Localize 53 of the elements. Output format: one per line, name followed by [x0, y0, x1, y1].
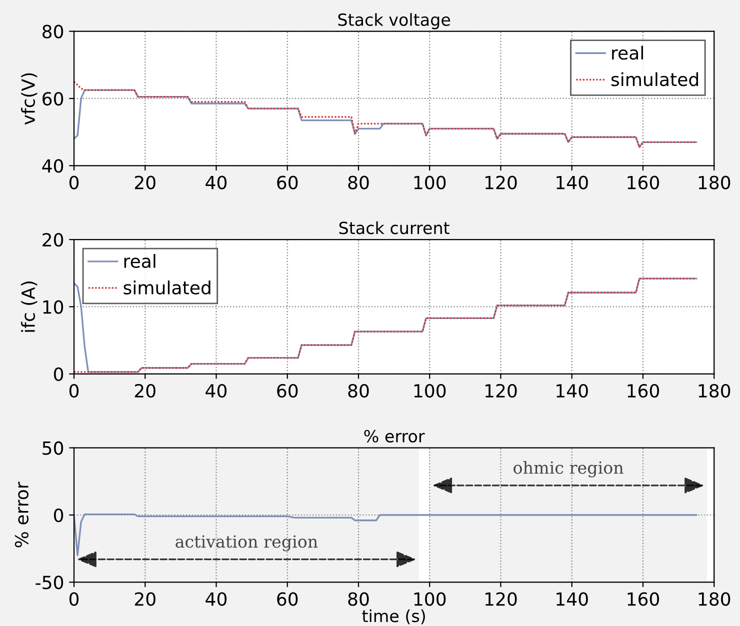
x-tick-label: 160 [628, 592, 660, 606]
y-tick-label: 20 [42, 233, 64, 247]
legend-label: real [124, 254, 156, 268]
x-tick-label: 100 [414, 592, 446, 606]
x-tick-label: 120 [485, 592, 517, 606]
x-tick-label: 0 [69, 176, 79, 190]
y-tick-label: 0 [54, 508, 64, 522]
x-tick-label: 60 [277, 592, 298, 606]
legend-label: simulated [124, 280, 210, 294]
y-tick-label: 10 [43, 300, 64, 314]
x-axis-title: time (s) [362, 609, 425, 624]
x-tick-label: 20 [134, 592, 156, 606]
y-tick-label: 50 [42, 441, 64, 455]
x-tick-label: 40 [206, 384, 227, 398]
y-tick-label: 60 [42, 92, 64, 106]
x-tick-label: 160 [628, 384, 660, 398]
x-tick-label: 80 [348, 592, 369, 606]
x-tick-label: 120 [485, 384, 517, 398]
x-tick-label: 180 [698, 384, 730, 398]
x-tick-label: 100 [414, 176, 446, 190]
x-tick-label: 80 [348, 384, 369, 398]
x-tick-label: 0 [69, 384, 79, 398]
y-axis-title: vfc(V) [21, 73, 38, 125]
x-tick-label: 20 [134, 384, 156, 398]
x-tick-label: 80 [348, 176, 369, 190]
x-tick-label: 0 [69, 592, 79, 606]
x-tick-label: 120 [485, 176, 517, 190]
x-tick-label: 60 [277, 384, 298, 398]
band-label: activation region [176, 535, 318, 552]
x-tick-label: 60 [277, 176, 298, 190]
chart-title: Stack current [339, 221, 450, 234]
x-tick-label: 180 [698, 592, 730, 606]
x-tick-label: 40 [206, 592, 227, 606]
chart-title: % error [364, 430, 425, 442]
x-tick-label: 20 [134, 176, 156, 190]
x-tick-label: 180 [698, 176, 730, 190]
y-tick-label: 80 [42, 24, 64, 38]
x-tick-label: 40 [206, 176, 227, 190]
y-axis-title: ifc (A) [21, 282, 38, 332]
x-tick-label: 140 [556, 592, 588, 606]
y-axis-title: % error [14, 482, 29, 548]
x-tick-label: 100 [414, 384, 446, 398]
legend-label: simulated [611, 72, 698, 86]
x-tick-label: 160 [628, 176, 660, 190]
y-tick-label: -50 [36, 576, 64, 590]
y-tick-label: 40 [42, 159, 64, 173]
y-tick-label: 0 [54, 367, 64, 382]
line-series [74, 278, 698, 373]
chart-title: Stack voltage [338, 13, 450, 30]
band-label: ohmic region [514, 461, 624, 478]
x-tick-label: 140 [556, 176, 588, 190]
legend-label: real [612, 46, 643, 60]
x-tick-label: 140 [556, 384, 588, 398]
